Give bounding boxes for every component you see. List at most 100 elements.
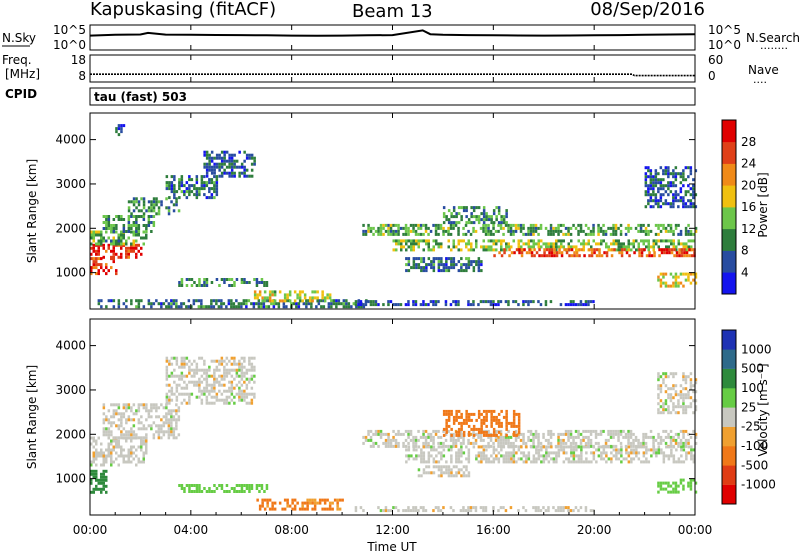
- echo-cell: [147, 221, 151, 224]
- echo-cell: [507, 460, 511, 464]
- echo-cell: [198, 395, 201, 399]
- echo-cell: [117, 454, 120, 458]
- echo-cell: [157, 424, 161, 428]
- echo-cell: [450, 448, 453, 452]
- echo-cell: [245, 299, 248, 303]
- echo-cell: [545, 248, 549, 252]
- echo-cell: [647, 223, 650, 227]
- echo-cell: [240, 368, 244, 372]
- echo-cell: [555, 251, 559, 255]
- echo-cell: [517, 424, 521, 428]
- echo-cell: [422, 457, 426, 461]
- echo-cell: [205, 374, 209, 378]
- y-tick-label: 4000: [55, 339, 86, 353]
- echo-cell: [565, 445, 568, 449]
- echo-cell: [95, 242, 98, 246]
- echo-cell: [674, 196, 678, 200]
- echo-cell: [228, 153, 231, 157]
- echo-cell: [667, 172, 670, 176]
- echo-cell: [132, 403, 136, 407]
- echo-cell: [92, 230, 95, 234]
- echo-cell: [120, 255, 123, 259]
- echo-cell: [540, 454, 543, 458]
- echo-cell: [610, 457, 613, 461]
- echo-cell: [522, 460, 526, 464]
- echo-cell: [387, 435, 390, 439]
- echo-cell: [485, 248, 488, 252]
- echo-cell: [487, 409, 491, 413]
- echo-cell: [489, 438, 493, 442]
- echo-cell: [100, 490, 103, 494]
- echo-cell: [467, 221, 471, 225]
- echo-cell: [560, 242, 563, 246]
- echo-cell: [672, 229, 675, 233]
- echo-cell: [477, 215, 481, 219]
- echo-cell: [230, 386, 234, 390]
- echo-cell: [497, 212, 501, 216]
- echo-cell: [512, 415, 516, 419]
- echo-cell: [225, 362, 229, 366]
- echo-cell: [489, 229, 493, 233]
- echo-cell: [273, 507, 277, 511]
- echo-cell: [420, 257, 423, 261]
- echo-cell: [652, 242, 655, 246]
- echo-cell: [532, 460, 536, 464]
- echo-cell: [674, 490, 678, 494]
- echo-cell: [440, 468, 443, 472]
- sky-right-bottom-tick: 10^0: [708, 38, 741, 52]
- echo-cell: [145, 224, 148, 227]
- echo-cell: [233, 377, 236, 381]
- echo-cell: [657, 484, 660, 488]
- echo-cell: [672, 375, 675, 379]
- echo-cell: [165, 181, 169, 185]
- echo-cell: [597, 448, 601, 452]
- echo-cell: [442, 412, 446, 416]
- echo-cell: [672, 487, 675, 491]
- echo-cell: [497, 451, 501, 455]
- echo-cell: [218, 398, 221, 402]
- echo-cell: [445, 468, 448, 472]
- echo-cell: [117, 436, 121, 440]
- echo-cell: [615, 457, 618, 461]
- echo-cell: [560, 239, 563, 243]
- echo-cell: [107, 243, 110, 247]
- echo-cell: [137, 409, 141, 413]
- echo-cell: [652, 248, 655, 252]
- echo-cell: [394, 223, 398, 227]
- echo-cell: [584, 509, 588, 513]
- echo-cell: [362, 441, 365, 445]
- echo-cell: [95, 439, 98, 443]
- echo-cell: [452, 432, 455, 436]
- echo-cell: [308, 296, 312, 300]
- echo-cell: [537, 441, 540, 445]
- echo-cell: [492, 415, 496, 419]
- echo-cell: [132, 209, 136, 213]
- echo-cell: [502, 506, 505, 510]
- echo-cell: [635, 454, 638, 458]
- echo-cell: [558, 248, 561, 252]
- echo-cell: [642, 441, 645, 445]
- echo-cell: [567, 229, 570, 233]
- echo-cell: [238, 150, 241, 154]
- echo-cell: [484, 509, 488, 513]
- echo-cell: [205, 389, 209, 393]
- echo-cell: [612, 242, 615, 246]
- echo-cell: [482, 226, 485, 230]
- echo-cell: [685, 245, 688, 249]
- echo-cell: [407, 435, 410, 439]
- echo-cell: [327, 305, 331, 309]
- echo-cell: [652, 184, 655, 188]
- echo-cell: [122, 415, 126, 419]
- echo-cell: [336, 501, 339, 505]
- echo-cell: [629, 429, 633, 433]
- echo-cell: [514, 226, 518, 230]
- echo-cell: [632, 444, 635, 448]
- echo-cell: [213, 490, 216, 493]
- echo-cell: [649, 199, 653, 203]
- echo-cell: [687, 484, 690, 488]
- echo-cell: [402, 232, 405, 236]
- echo-cell: [117, 445, 120, 449]
- echo-cell: [95, 475, 98, 479]
- echo-cell: [539, 441, 543, 445]
- echo-cell: [183, 193, 186, 197]
